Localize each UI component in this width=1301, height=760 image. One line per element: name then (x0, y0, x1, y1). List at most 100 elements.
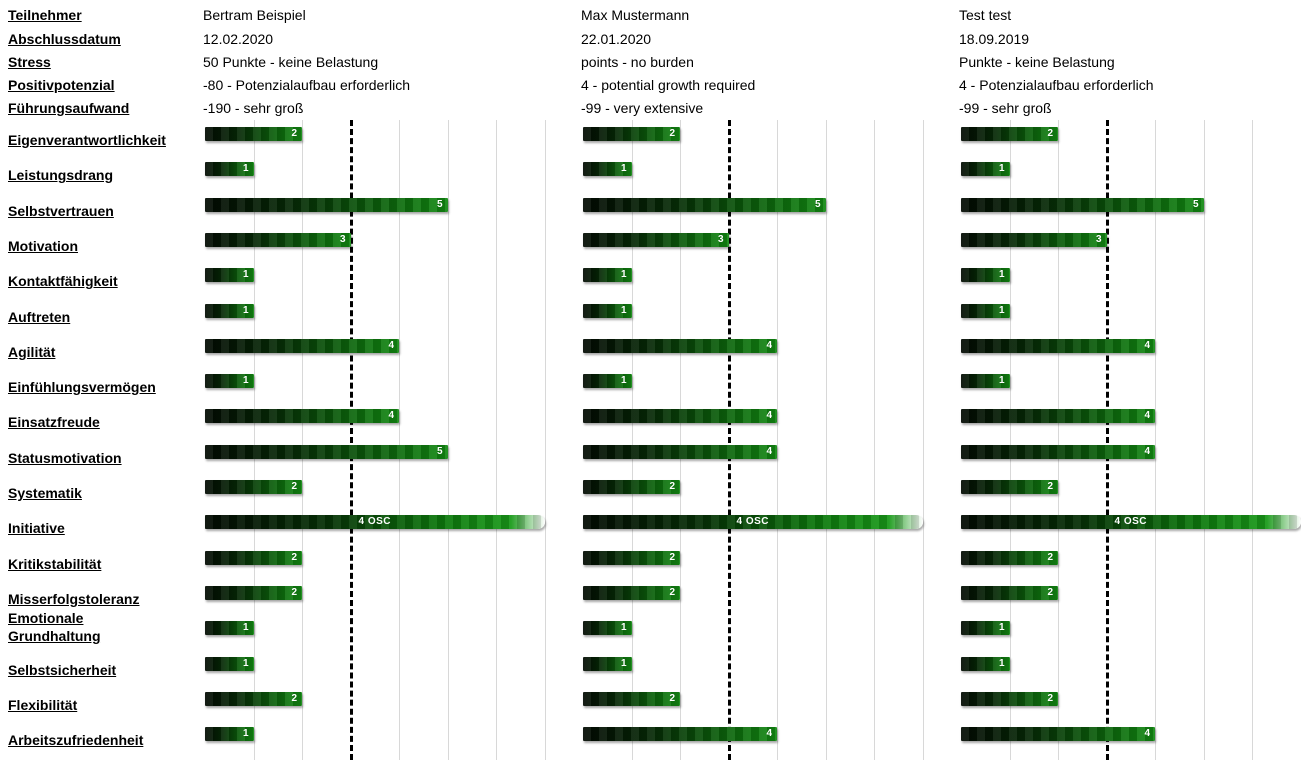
grid-line (922, 120, 925, 760)
trait-bar-value: 1 (242, 269, 249, 281)
participant-2-leadership-effort: -99 - very extensive (581, 100, 704, 116)
grid-line (302, 120, 304, 760)
grid-line (496, 120, 498, 760)
trait-bar: 2 (961, 127, 1058, 141)
participant-3-name: Test test (959, 7, 1012, 23)
trait-bar: 3 (583, 232, 729, 247)
trait-bar-value: 4 OSC (358, 516, 392, 528)
trait-bar-value: 1 (242, 163, 249, 175)
trait-bar: 4 (583, 444, 777, 459)
trait-bar-value: 3 (1095, 233, 1102, 245)
trait-bar-value: 2 (1047, 128, 1053, 139)
trait-bar-value: 1 (242, 375, 249, 387)
reference-line (349, 120, 353, 760)
trait-bar: 5 (205, 444, 448, 459)
trait-bar: 5 (583, 197, 826, 212)
trait-bar-value: 4 (766, 339, 772, 351)
participant-1-date: 12.02.2020 (203, 31, 274, 47)
trait-bar-value: 5 (814, 198, 821, 210)
trait-bar: 1 (205, 621, 254, 636)
trait-bar-value: 1 (998, 657, 1005, 669)
trait-label: Auftreten (8, 308, 71, 325)
trait-label: Einsatzfreude (8, 414, 100, 431)
trait-label: Emotionale Grundhaltung (8, 610, 101, 645)
trait-bar-value: 5 (436, 198, 443, 210)
grid-line (777, 120, 779, 760)
trait-label: Systematik (8, 485, 82, 501)
trait-bar: 5 (961, 197, 1204, 212)
trait-bar-value: 4 (1144, 410, 1150, 422)
trait-bar-value: 1 (620, 375, 627, 387)
trait-bar-value: 1 (998, 269, 1005, 281)
trait-bar-value: 1 (998, 622, 1005, 634)
trait-label: Misserfolgstoleranz (8, 590, 140, 607)
grid-line (253, 120, 256, 760)
trait-bar: 2 (961, 550, 1058, 565)
trait-bar-value: 1 (242, 728, 249, 740)
trait-bar: 4 (205, 409, 399, 424)
trait-label: Kontaktfähigkeit (8, 273, 118, 290)
trait-bar-value: 1 (242, 657, 249, 669)
positive-potential-label: Positivpotenzial (8, 77, 115, 93)
trait-label: Motivation (8, 237, 78, 254)
trait-label: Einfühlungsvermögen (8, 379, 156, 396)
trait-bar: 4 OSC (583, 515, 923, 530)
participant-2-name: Max Mustermann (581, 7, 690, 23)
trait-bar-value: 4 OSC (736, 516, 770, 528)
trait-bar-value: 1 (998, 163, 1005, 175)
trait-bar: 3 (961, 232, 1107, 247)
participant-label: Teilnehmer (8, 7, 82, 23)
trait-bar: 1 (961, 268, 1010, 283)
trait-bar: 1 (961, 162, 1010, 177)
trait-bar-value: 2 (669, 128, 675, 139)
trait-bar: 3 (205, 232, 351, 247)
trait-bar: 2 (205, 127, 302, 141)
trait-bar-value: 2 (1047, 586, 1053, 598)
trait-bar-value: 2 (669, 481, 675, 492)
leadership-effort-label: Führungsaufwand (8, 100, 130, 116)
trait-bar-value: 2 (291, 586, 297, 598)
trait-bar-value: 2 (669, 586, 675, 598)
trait-bar-value: 4 (766, 410, 772, 422)
trait-bar-value: 3 (339, 233, 346, 245)
participant-1-stress: 50 Punkte - keine Belastung (203, 54, 379, 70)
trait-bar-value: 1 (242, 622, 249, 634)
trait-bar: 1 (961, 303, 1010, 318)
participant-3-stress: Punkte - keine Belastung (959, 54, 1115, 70)
trait-bar-value: 4 (766, 728, 772, 740)
trait-bar: 2 (583, 691, 680, 706)
grid-line (1203, 120, 1206, 760)
trait-bar: 2 (583, 127, 680, 141)
trait-bar-value: 1 (620, 657, 627, 669)
participant-1-leadership-effort: -190 - sehr groß (203, 100, 304, 116)
trait-bar: 2 (205, 691, 302, 706)
trait-bar: 1 (961, 621, 1010, 636)
trait-bar: 2 (961, 585, 1058, 600)
participant-2-positive-potential: 4 - potential growth required (581, 77, 756, 93)
trait-bar-value: 4 (388, 410, 394, 422)
trait-bar-value: 3 (717, 233, 724, 245)
trait-bar-value: 2 (669, 551, 675, 563)
trait-bar-value: 4 (1144, 339, 1150, 351)
trait-bar: 1 (205, 303, 254, 318)
trait-bar: 2 (583, 550, 680, 565)
trait-bar: 4 (583, 727, 777, 742)
trait-bar: 4 (961, 444, 1155, 459)
trait-bar-value: 2 (1047, 481, 1053, 492)
trait-bar: 1 (205, 374, 254, 389)
trait-label: Eigenverantwortlichkeit (8, 132, 166, 148)
trait-bar-value: 5 (436, 445, 443, 457)
trait-bar: 2 (205, 480, 302, 494)
trait-bar: 2 (961, 691, 1058, 706)
trait-bar: 4 (961, 727, 1155, 742)
trait-bar-value: 4 (388, 339, 394, 351)
trait-bar: 2 (961, 480, 1058, 494)
trait-bar-value: 4 (1144, 445, 1150, 457)
trait-bar: 2 (583, 480, 680, 494)
participant-1-name: Bertram Beispiel (203, 7, 306, 23)
trait-label: Initiative (8, 520, 65, 537)
grid-line (1009, 120, 1012, 760)
trait-bar: 4 (961, 409, 1155, 424)
trait-bar: 1 (583, 268, 632, 283)
trait-bar-value: 2 (291, 128, 297, 139)
